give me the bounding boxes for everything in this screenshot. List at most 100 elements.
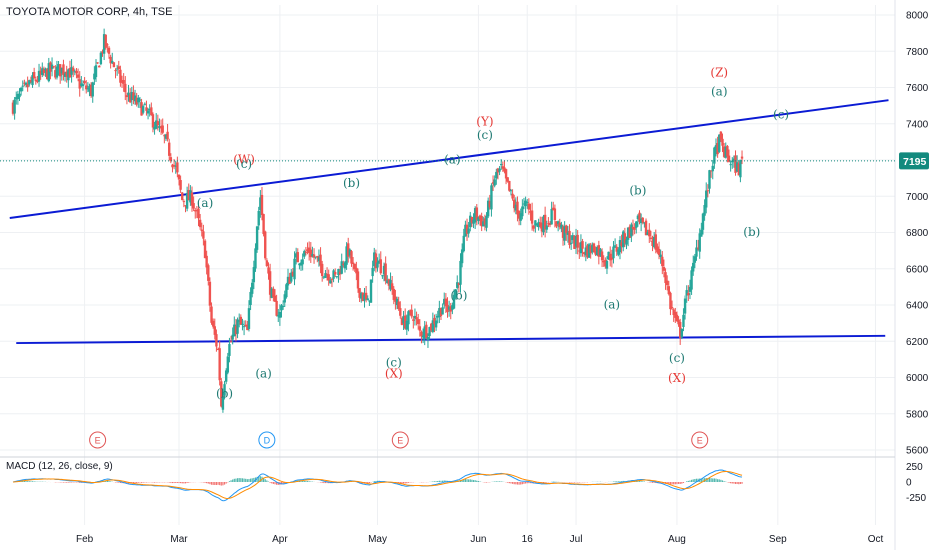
candle-body[interactable] <box>636 215 640 220</box>
candle-body[interactable] <box>613 245 617 247</box>
candle-body[interactable] <box>355 267 358 274</box>
candle-body[interactable] <box>371 267 374 277</box>
candle-body[interactable] <box>527 203 531 210</box>
candle-body[interactable] <box>413 315 417 319</box>
candle-body[interactable] <box>132 92 135 100</box>
candle-body[interactable] <box>168 142 171 156</box>
candle-body[interactable] <box>412 319 415 321</box>
candle-body[interactable] <box>176 162 179 173</box>
candle-body[interactable] <box>192 203 195 209</box>
candle-body[interactable] <box>447 306 451 310</box>
candle-body[interactable] <box>140 102 143 116</box>
candle-body[interactable] <box>72 67 75 72</box>
candle-body[interactable] <box>539 222 542 227</box>
candle-body[interactable] <box>737 163 740 176</box>
candle-body[interactable] <box>151 114 155 128</box>
candle-body[interactable] <box>194 209 197 212</box>
candle-body[interactable] <box>664 272 667 284</box>
candle-body[interactable] <box>706 190 710 192</box>
candle-body[interactable] <box>361 292 365 302</box>
candle-body[interactable] <box>262 214 265 235</box>
candle-body[interactable] <box>602 260 605 263</box>
candle-body[interactable] <box>29 80 33 82</box>
candle-body[interactable] <box>695 247 698 257</box>
candle-body[interactable] <box>73 71 77 73</box>
candle-body[interactable] <box>511 193 514 199</box>
candle-body[interactable] <box>690 270 693 290</box>
candle-body[interactable] <box>495 171 498 179</box>
event-marker[interactable] <box>391 431 409 449</box>
candle-body[interactable] <box>430 323 433 331</box>
candle-body[interactable] <box>342 263 345 265</box>
candle-body[interactable] <box>376 262 379 268</box>
candle-body[interactable] <box>504 169 508 179</box>
candle-body[interactable] <box>561 226 565 238</box>
candle-body[interactable] <box>709 170 713 172</box>
candle-body[interactable] <box>119 69 122 83</box>
candle-body[interactable] <box>290 272 293 282</box>
candle-body[interactable] <box>218 348 221 381</box>
candle-body[interactable] <box>65 71 68 77</box>
candle-body[interactable] <box>255 226 259 250</box>
candle-body[interactable] <box>439 307 443 317</box>
candle-body[interactable] <box>464 224 467 237</box>
candle-body[interactable] <box>304 251 308 253</box>
trendline-upper[interactable] <box>9 99 889 219</box>
candle-body[interactable] <box>353 263 356 270</box>
candle-body[interactable] <box>285 284 288 298</box>
candle-body[interactable] <box>630 224 633 237</box>
candle-body[interactable] <box>555 221 558 227</box>
candle-body[interactable] <box>493 179 496 186</box>
candle-body[interactable] <box>36 80 39 82</box>
candle-body[interactable] <box>205 255 208 268</box>
candle-body[interactable] <box>226 356 230 373</box>
candle-body[interactable] <box>394 296 397 302</box>
candle-body[interactable] <box>210 306 213 323</box>
candle-body[interactable] <box>563 226 566 241</box>
candle-body[interactable] <box>203 240 207 259</box>
candle-body[interactable] <box>294 253 298 258</box>
candle-body[interactable] <box>62 64 65 75</box>
candle-body[interactable] <box>669 292 672 310</box>
candle-body[interactable] <box>37 70 41 82</box>
candle-body[interactable] <box>98 65 101 68</box>
candle-body[interactable] <box>675 314 679 322</box>
candle-body[interactable] <box>109 56 112 64</box>
candle-body[interactable] <box>633 227 636 230</box>
candle-body[interactable] <box>41 68 44 76</box>
candle-body[interactable] <box>739 159 742 178</box>
candle-body[interactable] <box>522 203 526 205</box>
candle-body[interactable] <box>63 73 67 77</box>
candle-body[interactable] <box>76 74 80 78</box>
candle-body[interactable] <box>646 232 649 236</box>
candle-body[interactable] <box>101 51 104 54</box>
candle-body[interactable] <box>540 223 544 232</box>
candle-body[interactable] <box>254 248 257 269</box>
candle-body[interactable] <box>91 82 94 97</box>
candle-body[interactable] <box>330 279 334 281</box>
candle-body[interactable] <box>115 68 119 70</box>
event-marker[interactable] <box>258 431 276 449</box>
candle-body[interactable] <box>693 256 697 263</box>
candle-body[interactable] <box>716 143 719 155</box>
candle-body[interactable] <box>54 70 57 78</box>
candle-body[interactable] <box>651 240 654 246</box>
candle-body[interactable] <box>130 92 133 101</box>
candle-body[interactable] <box>501 166 505 169</box>
candle-body[interactable] <box>49 62 52 72</box>
candle-body[interactable] <box>122 79 125 84</box>
candle-body[interactable] <box>384 263 387 281</box>
candle-body[interactable] <box>639 218 643 224</box>
candle-body[interactable] <box>584 247 588 256</box>
candle-body[interactable] <box>628 226 631 238</box>
candle-body[interactable] <box>680 328 684 338</box>
candle-body[interactable] <box>416 319 420 324</box>
candle-body[interactable] <box>172 165 176 167</box>
candle-body[interactable] <box>454 289 457 298</box>
candle-body[interactable] <box>268 271 272 295</box>
candle-body[interactable] <box>88 86 91 92</box>
candle-body[interactable] <box>517 211 521 219</box>
candle-body[interactable] <box>657 248 661 256</box>
candle-body[interactable] <box>418 326 422 331</box>
candle-body[interactable] <box>687 293 690 296</box>
